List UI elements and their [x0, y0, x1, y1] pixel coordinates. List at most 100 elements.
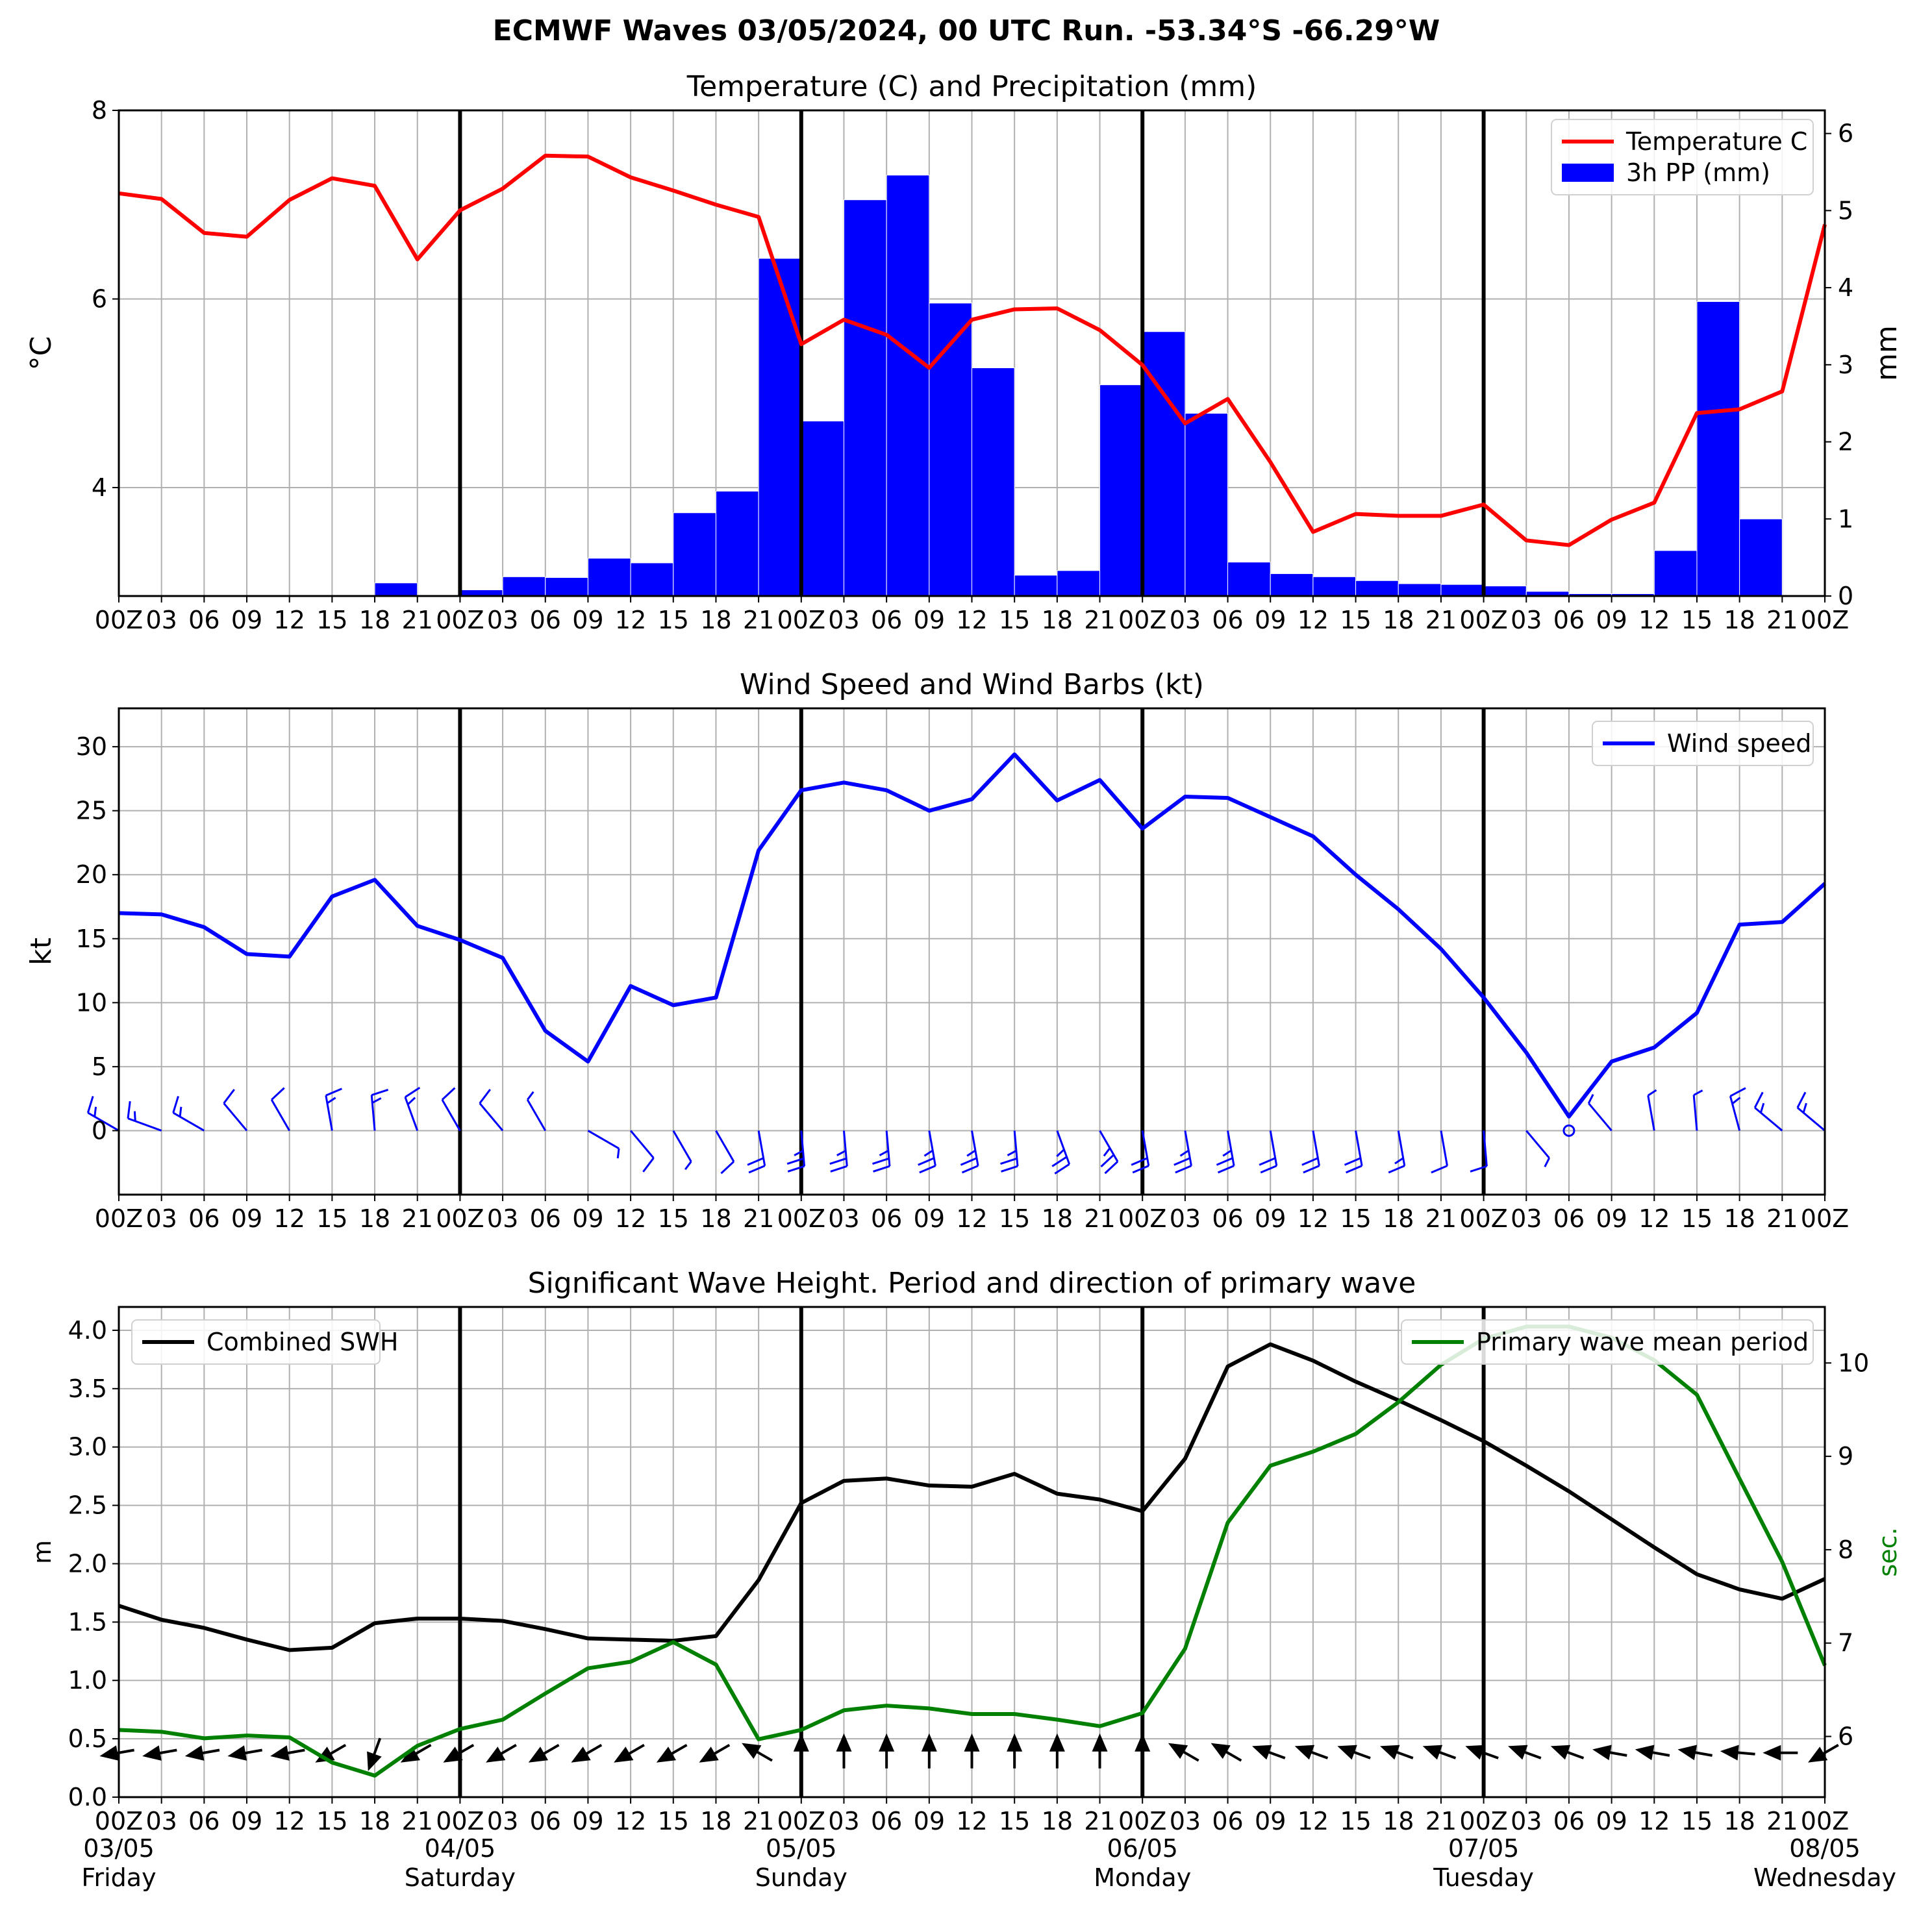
wave-direction-arrow	[879, 1733, 895, 1769]
wave-direction-arrow	[1294, 1745, 1329, 1760]
wave-direction-arrow	[1337, 1745, 1371, 1760]
y-tick-label: 4.0	[68, 1316, 107, 1345]
barb-staff	[172, 1112, 205, 1132]
y-axis-label: °C	[25, 336, 58, 371]
arrow-head	[1135, 1733, 1151, 1752]
x-tick-label: 18	[1042, 1204, 1073, 1233]
x-tick-label: 09	[1596, 1807, 1627, 1835]
x-tick-label: 18	[1383, 1807, 1414, 1835]
y-tick-label: 1.0	[68, 1666, 107, 1695]
barb-feather	[94, 1106, 97, 1117]
precip-bar	[972, 367, 1015, 597]
wind-barb	[918, 1130, 936, 1174]
barb-feather	[1131, 1157, 1148, 1166]
barb-staff	[526, 1099, 547, 1132]
y-tick-label: 0.5	[68, 1724, 107, 1753]
barb-staff	[1525, 1130, 1550, 1159]
x-tick-label: 00Z	[95, 1807, 143, 1835]
temperature-precip-panel: Temperature (C) and Precipitation (mm) 4 6…	[25, 70, 1903, 634]
x-tick-label: 09	[1596, 606, 1627, 634]
x-tick-label: 21	[1084, 606, 1115, 634]
wind-barb	[1647, 1089, 1657, 1131]
wind-barb	[1216, 1130, 1235, 1174]
barb-feather	[1544, 1157, 1550, 1167]
x-tick-label: 12	[615, 1204, 646, 1233]
barb-staff	[127, 1117, 162, 1132]
x-tick-label: 15	[999, 1204, 1030, 1233]
barb-staff	[1312, 1130, 1320, 1166]
wave-direction-arrow	[184, 1745, 220, 1761]
x-tick-label: 18	[700, 606, 731, 634]
x-tick-label: 00Z	[777, 1807, 825, 1835]
wind-barb	[960, 1130, 979, 1174]
wave-direction-arrow	[1465, 1745, 1499, 1760]
barb-staff	[87, 1112, 119, 1132]
x-tick-label: 00Z	[1118, 1204, 1166, 1233]
precip-bar	[929, 303, 972, 597]
x-tick-label: 12	[956, 1807, 987, 1835]
wave-direction-arrow	[571, 1743, 603, 1763]
precip-bar	[1099, 384, 1143, 597]
barb-staff	[1483, 1130, 1488, 1167]
arrow-head	[1592, 1745, 1612, 1761]
day-date-label: 07/05	[1448, 1834, 1520, 1863]
x-tick-label: 06	[1212, 606, 1243, 634]
precip-bar	[1270, 573, 1314, 597]
arrow-head	[1465, 1745, 1485, 1760]
wave-direction-arrow	[443, 1743, 475, 1763]
wave-direction-arrow	[270, 1745, 305, 1761]
x-tick-label: 09	[572, 1204, 603, 1233]
precip-bar	[630, 562, 674, 597]
x-tick-label: 15	[316, 1807, 347, 1835]
panel-title: Wind Speed and Wind Barbs (kt)	[740, 668, 1204, 701]
wave-direction-arrow	[1508, 1745, 1542, 1760]
barb-feather	[747, 1157, 764, 1166]
day-name-label: Sunday	[755, 1863, 847, 1892]
wind-barb	[86, 1095, 119, 1132]
barb-feather	[787, 1165, 805, 1173]
arrow-head	[1337, 1745, 1357, 1760]
barb-feather	[1731, 1097, 1741, 1105]
wave-direction-arrow	[656, 1743, 688, 1763]
barb-feather	[407, 1097, 416, 1106]
wind-barb	[1000, 1130, 1019, 1173]
y-right-tick-label: 2	[1838, 428, 1853, 456]
x-tick-label: 00Z	[1459, 1807, 1507, 1835]
x-tick-label: 12	[615, 606, 646, 634]
wave-direction-arrow	[1763, 1745, 1798, 1761]
x-tick-label: 09	[1255, 1807, 1286, 1835]
y-tick-label: 0	[92, 1116, 107, 1145]
barb-feather	[1132, 1165, 1149, 1174]
x-tick-label: 09	[231, 1807, 262, 1835]
x-tick-label: 00Z	[436, 1204, 484, 1233]
wind-barb	[1525, 1130, 1550, 1167]
barb-staff	[1184, 1130, 1192, 1166]
precip-bar	[1696, 301, 1740, 597]
barb-feather	[786, 1157, 805, 1165]
arrow-head	[964, 1733, 980, 1752]
wave-direction-arrow	[836, 1733, 852, 1769]
wave-direction-arrow	[400, 1743, 432, 1763]
x-tick-label: 03	[145, 606, 177, 634]
barb-feather	[748, 1165, 766, 1174]
x-tick-label: 15	[1340, 1807, 1371, 1835]
x-tick-label: 00Z	[1801, 1204, 1849, 1233]
barb-staff	[971, 1130, 979, 1166]
y-tick-label: 15	[76, 925, 107, 953]
x-tick-label: 06	[188, 1807, 220, 1835]
barb-staff	[370, 1095, 376, 1131]
arrow-head	[486, 1746, 506, 1763]
x-tick-label: 15	[1681, 606, 1712, 634]
wind-barb	[1753, 1091, 1783, 1132]
barb-feather	[479, 1089, 491, 1104]
x-tick-label: 03	[1170, 1204, 1201, 1233]
wind-barb	[479, 1089, 504, 1132]
wind-barb	[1729, 1087, 1746, 1131]
barb-staff	[223, 1102, 248, 1132]
barb-feather	[1394, 1157, 1404, 1165]
wave-direction-arrow	[1720, 1745, 1755, 1761]
barb-feather	[371, 1088, 389, 1097]
legend-label: Wind speed	[1667, 729, 1811, 758]
wave-direction-arrow	[227, 1745, 263, 1761]
day-date-label: 05/05	[766, 1834, 837, 1863]
